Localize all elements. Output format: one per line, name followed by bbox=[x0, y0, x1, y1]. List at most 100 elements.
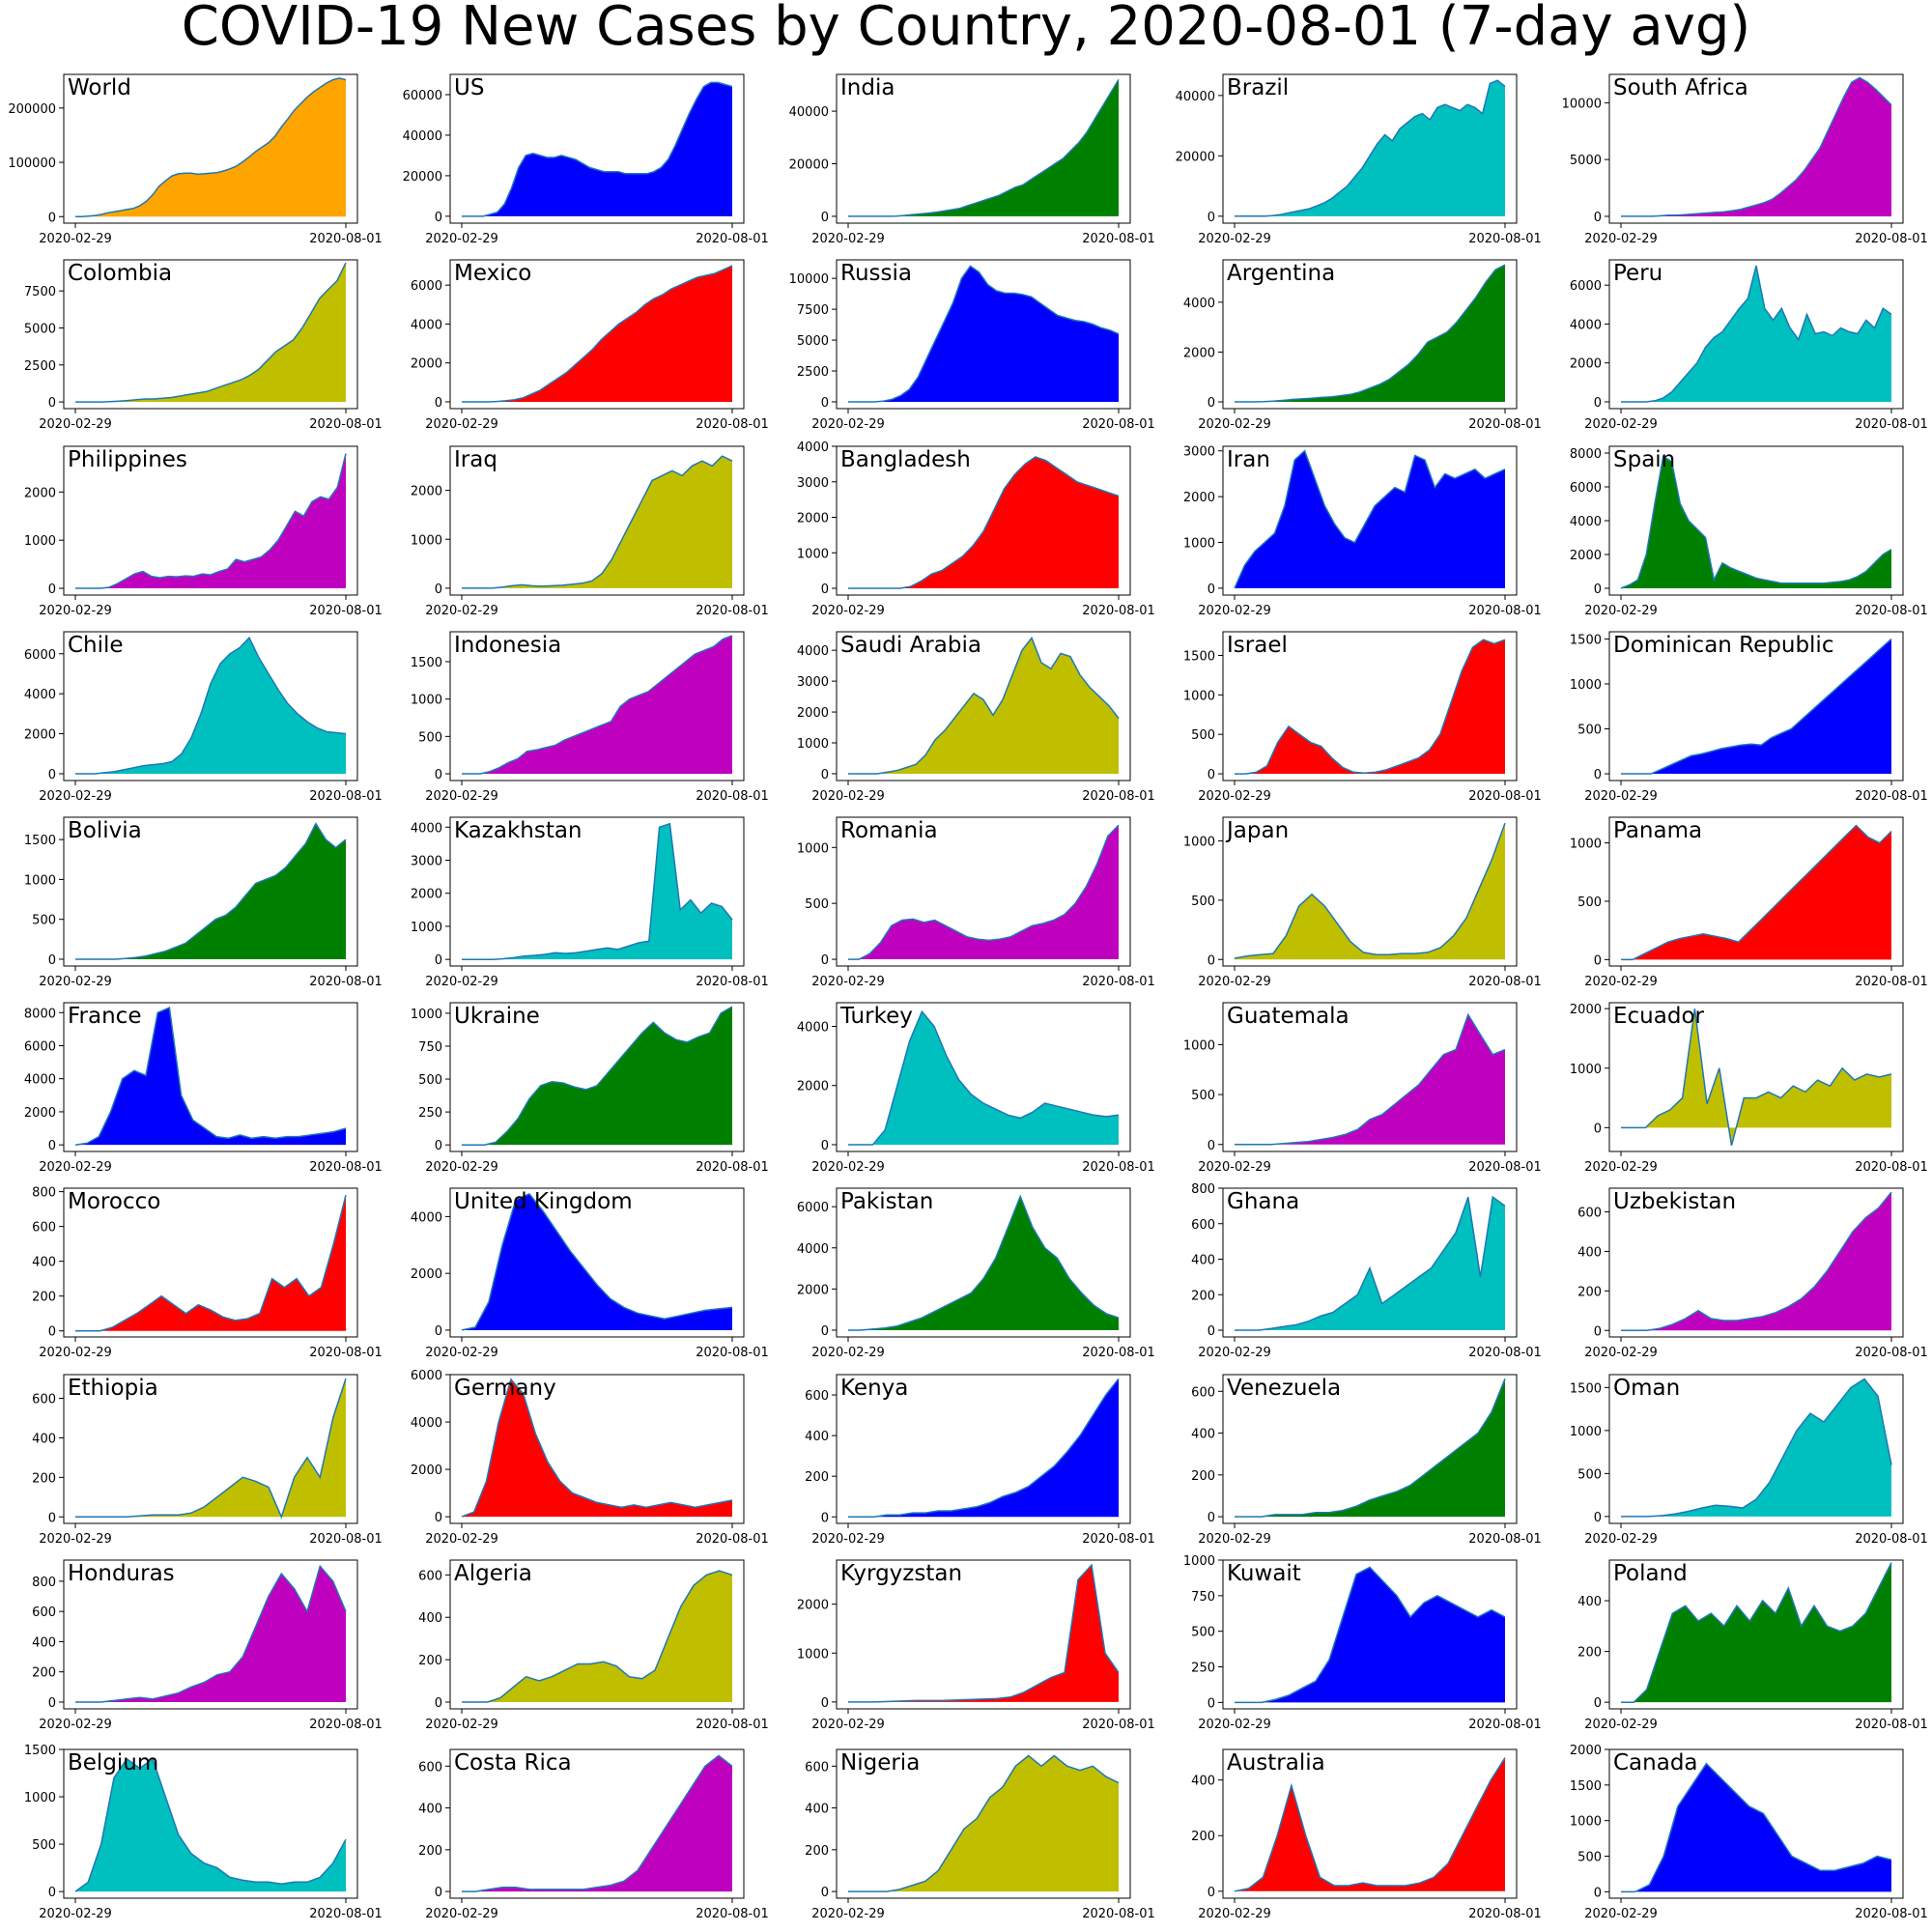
series-line-oman bbox=[1621, 1378, 1892, 1518]
y-tick-label: 4000 bbox=[411, 821, 442, 836]
panel-ukraine: 0 250 500 750 1000 2020-02-29 2020-08-01 Ukrain… bbox=[411, 1002, 769, 1175]
axes-frame bbox=[449, 1187, 745, 1338]
x-tick-label-end: 2020-08-01 bbox=[696, 232, 769, 246]
panel-russia: 0 2500 5000 7500 10000 2020-02-29 2020-08-01 Ru… bbox=[789, 259, 1155, 432]
series-line-romania bbox=[848, 824, 1120, 960]
y-tick-label: 1500 bbox=[1570, 1779, 1602, 1794]
y-tick-label: 1000 bbox=[797, 1647, 829, 1662]
panel-world: 0 100000 200000 2020-02-29 2020-08-01 World bbox=[8, 73, 383, 246]
y-tick-label: 0 bbox=[821, 582, 829, 597]
y-tick-label: 5000 bbox=[24, 322, 56, 336]
y-tick-label: 250 bbox=[1191, 1662, 1215, 1676]
y-tick-label: 1000 bbox=[1183, 689, 1215, 703]
area-fill-romania bbox=[848, 825, 1119, 960]
y-tick-label: 2000 bbox=[797, 1283, 829, 1297]
series-line-united-kingdom bbox=[461, 1192, 733, 1331]
y-tick-label: 8000 bbox=[24, 1007, 56, 1021]
series-line-poland bbox=[1621, 1562, 1892, 1703]
x-tick-label-start: 2020-02-29 bbox=[425, 789, 498, 804]
y-tick-label: 400 bbox=[805, 1803, 829, 1817]
y-tick-label: 500 bbox=[1191, 1626, 1215, 1640]
y-tick-label: 1500 bbox=[24, 834, 56, 848]
panel-title: Oman bbox=[1613, 1376, 1680, 1401]
x-tick-label-end: 2020-08-01 bbox=[696, 1346, 769, 1360]
y-tick-label: 1000 bbox=[1183, 537, 1215, 552]
y-tick-label: 2000 bbox=[24, 1106, 56, 1121]
x-tick-label-end: 2020-08-01 bbox=[1855, 1346, 1928, 1360]
y-tick-label: 7500 bbox=[797, 303, 829, 318]
y-tick-label: 40000 bbox=[403, 129, 442, 144]
panel-title: Nigeria bbox=[840, 1750, 920, 1776]
x-tick-label-end: 2020-08-01 bbox=[1468, 604, 1542, 618]
y-tick-label: 400 bbox=[1577, 1245, 1602, 1260]
x-tick-label-end: 2020-08-01 bbox=[1468, 789, 1542, 804]
x-tick-label-start: 2020-02-29 bbox=[1584, 604, 1658, 618]
panel-india: 0 20000 40000 2020-02-29 2020-08-01 India bbox=[789, 73, 1155, 246]
area-fill-ukraine bbox=[462, 1007, 732, 1146]
area-fill-pakistan bbox=[848, 1196, 1119, 1330]
panel-costa-rica: 0 200 400 600 2020-02-29 2020-08-01 Costa Rica bbox=[418, 1748, 769, 1921]
area-fill-bolivia bbox=[75, 823, 346, 959]
x-tick-label-start: 2020-02-29 bbox=[1584, 1346, 1658, 1360]
panel-morocco: 0 200 400 600 800 2020-02-29 2020-08-01 Morocco bbox=[32, 1186, 383, 1360]
panel-dominican-republic: 0 500 1000 1500 2020-02-29 2020-08-01 Dominica… bbox=[1570, 631, 1928, 804]
y-tick-label: 0 bbox=[821, 1139, 829, 1153]
area-fill-spain bbox=[1621, 456, 1891, 588]
x-tick-label-start: 2020-02-29 bbox=[39, 975, 112, 989]
y-tick-label: 500 bbox=[418, 730, 442, 745]
axes-frame bbox=[63, 816, 358, 967]
panel-algeria: 0 200 400 600 2020-02-29 2020-08-01 Algeria bbox=[418, 1559, 769, 1732]
y-tick-label: 250 bbox=[418, 1106, 442, 1121]
x-tick-label-start: 2020-02-29 bbox=[811, 1718, 885, 1732]
area-fill-ethiopia bbox=[75, 1378, 346, 1518]
y-tick-label: 0 bbox=[1594, 582, 1602, 597]
area-fill-colombia bbox=[75, 263, 346, 403]
axes-frame bbox=[1608, 816, 1904, 967]
y-tick-label: 400 bbox=[32, 1432, 56, 1446]
panel-venezuela: 0 200 400 600 2020-02-29 2020-08-01 Venezuela bbox=[1191, 1374, 1542, 1547]
x-tick-label-end: 2020-08-01 bbox=[1468, 975, 1542, 989]
y-tick-label: 200 bbox=[1191, 1830, 1215, 1844]
panel-title: South Africa bbox=[1613, 75, 1748, 100]
axes-frame bbox=[1608, 1374, 1904, 1524]
area-fill-canada bbox=[1621, 1763, 1891, 1892]
panel-title: Australia bbox=[1227, 1750, 1325, 1776]
x-tick-label-end: 2020-08-01 bbox=[1855, 417, 1928, 432]
panel-ghana: 0 200 400 600 800 2020-02-29 2020-08-01 Ghana bbox=[1191, 1182, 1542, 1360]
axes-frame bbox=[1222, 816, 1518, 967]
panel-title: Morocco bbox=[68, 1189, 160, 1214]
x-tick-label-start: 2020-02-29 bbox=[811, 1907, 885, 1921]
x-tick-label-start: 2020-02-29 bbox=[39, 1532, 112, 1547]
panel-title: Ukraine bbox=[454, 1004, 540, 1029]
area-fill-united-kingdom bbox=[462, 1193, 732, 1330]
panel-title: US bbox=[454, 75, 484, 100]
y-tick-label: 0 bbox=[1594, 768, 1602, 782]
x-tick-label-end: 2020-08-01 bbox=[1082, 1160, 1155, 1175]
axes-frame bbox=[836, 73, 1131, 224]
y-tick-label: 750 bbox=[418, 1040, 442, 1055]
panel-title: Uzbekistan bbox=[1613, 1189, 1736, 1214]
panel-title: Kenya bbox=[840, 1376, 908, 1401]
x-tick-label-start: 2020-02-29 bbox=[811, 789, 885, 804]
axes-frame bbox=[1222, 1374, 1518, 1524]
y-tick-label: 3000 bbox=[797, 476, 829, 491]
y-tick-label: 10000 bbox=[789, 272, 829, 287]
axes-frame bbox=[449, 631, 745, 781]
y-tick-label: 3000 bbox=[411, 854, 442, 868]
x-tick-label-end: 2020-08-01 bbox=[696, 1718, 769, 1732]
y-tick-label: 4000 bbox=[797, 1242, 829, 1257]
y-tick-label: 2000 bbox=[411, 1463, 442, 1478]
y-tick-label: 400 bbox=[1191, 1254, 1215, 1268]
y-tick-label: 5000 bbox=[797, 334, 829, 349]
x-tick-label-start: 2020-02-29 bbox=[1198, 975, 1271, 989]
x-tick-label-start: 2020-02-29 bbox=[39, 1160, 112, 1175]
area-fill-kyrgyzstan bbox=[848, 1565, 1119, 1702]
area-fill-argentina bbox=[1235, 265, 1505, 403]
x-tick-label-start: 2020-02-29 bbox=[1198, 1907, 1271, 1921]
y-tick-label: 4000 bbox=[24, 688, 56, 702]
area-fill-indonesia bbox=[462, 635, 732, 775]
panel-mexico: 0 2000 4000 6000 2020-02-29 2020-08-01 Mexico bbox=[411, 259, 769, 432]
y-tick-label: 750 bbox=[1191, 1590, 1215, 1605]
panel-united-kingdom: 0 2000 4000 2020-02-29 2020-08-01 United King… bbox=[411, 1187, 769, 1360]
y-tick-label: 600 bbox=[1191, 1218, 1215, 1233]
